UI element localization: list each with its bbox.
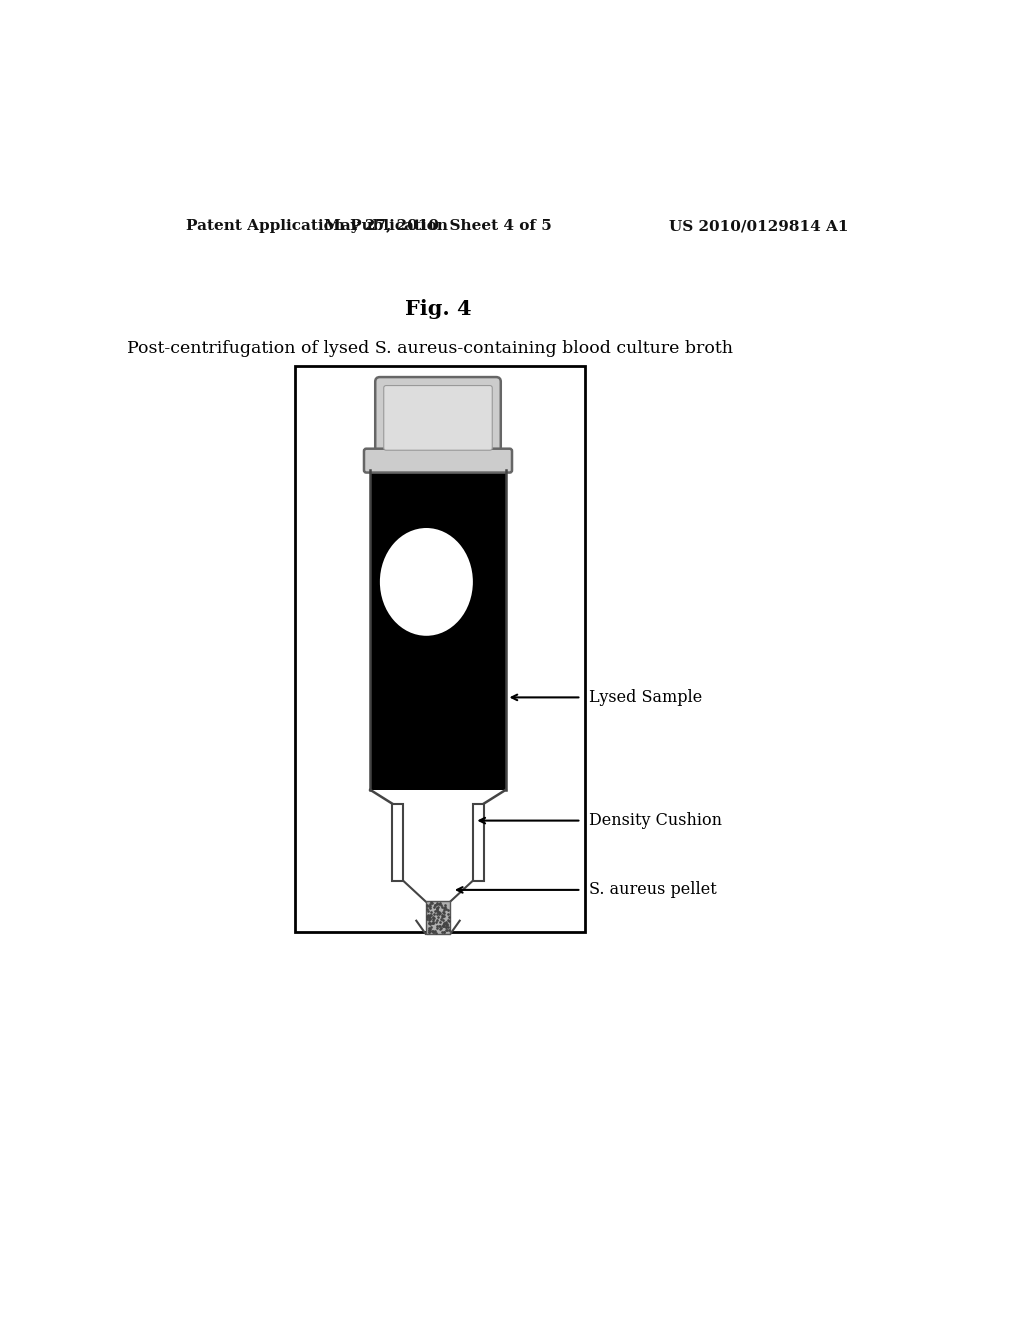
Text: May 27, 2010  Sheet 4 of 5: May 27, 2010 Sheet 4 of 5 [325,219,552,234]
Bar [426,902,451,933]
Bar [295,367,586,932]
Ellipse shape [380,528,473,636]
Text: Density Cushion: Density Cushion [589,812,722,829]
Bar [371,470,506,789]
Bar [371,470,506,789]
Text: Fig. 4: Fig. 4 [404,298,471,318]
Bar [392,804,403,880]
FancyBboxPatch shape [375,378,501,455]
FancyBboxPatch shape [384,385,493,450]
Text: S. aureus pellet: S. aureus pellet [589,882,717,899]
Text: Post-centrifugation of lysed S. aureus-containing blood culture broth: Post-centrifugation of lysed S. aureus-c… [127,341,733,358]
Text: US 2010/0129814 A1: US 2010/0129814 A1 [670,219,849,234]
Text: Lysed Sample: Lysed Sample [589,689,702,706]
Text: Patent Application Publication: Patent Application Publication [186,219,449,234]
Bar [473,804,483,880]
FancyBboxPatch shape [364,449,512,473]
